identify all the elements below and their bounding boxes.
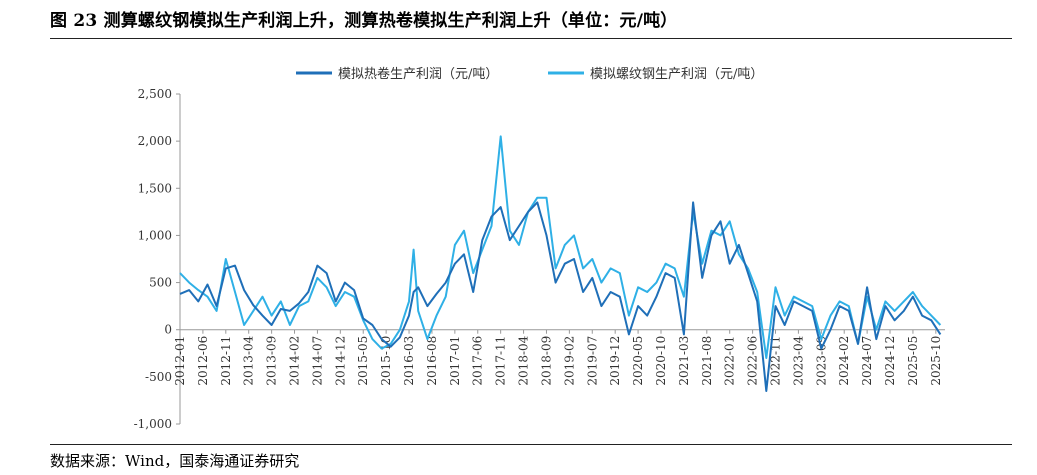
x-tick-label: 2020-05 <box>631 336 645 386</box>
x-tick-label: 2023-09 <box>814 336 828 386</box>
x-tick-label: 2015-05 <box>356 336 370 386</box>
legend: 模拟热卷生产利润（元/吨） 模拟螺纹钢生产利润（元/吨） <box>296 66 763 82</box>
x-tick-label: 2025-05 <box>906 336 920 386</box>
x-tick-label: 2020-10 <box>654 336 668 386</box>
x-tick-label: 2014-07 <box>310 336 324 386</box>
x-tick-label: 2012-06 <box>196 336 210 386</box>
y-tick-label: 2,000 <box>138 134 172 148</box>
title-divider <box>50 38 1012 39</box>
x-tick-label: 2012-11 <box>219 336 233 386</box>
x-tick-label: 2016-08 <box>425 336 439 386</box>
x-tick-label: 2014-02 <box>288 336 302 386</box>
y-tick-label: -1,000 <box>134 417 172 431</box>
x-tick-label: 2022-11 <box>769 336 783 386</box>
x-tick-label: 2021-08 <box>700 336 714 386</box>
source-divider <box>50 444 1012 445</box>
axes: -1,000 -500 0 500 1,000 1,500 2,000 2,500 2012-0… <box>134 87 945 431</box>
x-tick-label: 2025-10 <box>929 336 943 386</box>
y-tick-label: 500 <box>149 276 172 290</box>
x-tick-label: 2017-06 <box>471 336 485 386</box>
y-tick-label: 1,500 <box>138 181 172 195</box>
chart-title: 图 23 测算螺纹钢模拟生产利润上升，测算热卷模拟生产利润上升（单位：元/吨） <box>50 11 678 31</box>
y-tick-label: 2,500 <box>138 87 172 101</box>
x-tick-label: 2021-03 <box>677 336 691 386</box>
x-tick-label: 2017-11 <box>494 336 508 386</box>
y-tick-label: 1,000 <box>138 228 172 242</box>
y-tick-label: 0 <box>164 323 172 337</box>
x-tick-label: 2014-12 <box>333 336 347 386</box>
legend-label: 模拟热卷生产利润（元/吨） <box>338 66 498 82</box>
x-tick-label: 2018-04 <box>517 335 531 385</box>
x-tick-label: 2016-03 <box>402 336 416 386</box>
x-tick-label: 2012-01 <box>173 336 187 386</box>
x-tick-label: 2024-12 <box>883 336 897 386</box>
x-tick-label: 2018-09 <box>539 336 553 386</box>
x-tick-label: 2019-02 <box>562 336 576 386</box>
x-tick-label: 2019-12 <box>608 336 622 386</box>
data-source-note: 数据来源：Wind，国泰海通证券研究 <box>50 452 300 470</box>
y-tick-label: -500 <box>145 370 172 384</box>
x-tick-label: 2024-02 <box>837 336 851 386</box>
x-tick-label: 2024-07 <box>860 336 874 386</box>
series-line-rebar <box>179 135 942 359</box>
x-tick-label: 2017-01 <box>448 336 462 386</box>
series-lines <box>179 135 942 392</box>
x-tick-label: 2022-06 <box>746 336 760 386</box>
series-line-hot-coil <box>179 201 942 392</box>
x-tick-label: 2023-04 <box>791 335 805 385</box>
x-tick-label: 2019-07 <box>585 336 599 386</box>
legend-label: 模拟螺纹钢生产利润（元/吨） <box>590 67 763 82</box>
x-tick-label: 2013-09 <box>265 336 279 386</box>
x-tick-label: 2013-04 <box>242 335 256 385</box>
x-tick-label: 2022-01 <box>723 336 737 386</box>
